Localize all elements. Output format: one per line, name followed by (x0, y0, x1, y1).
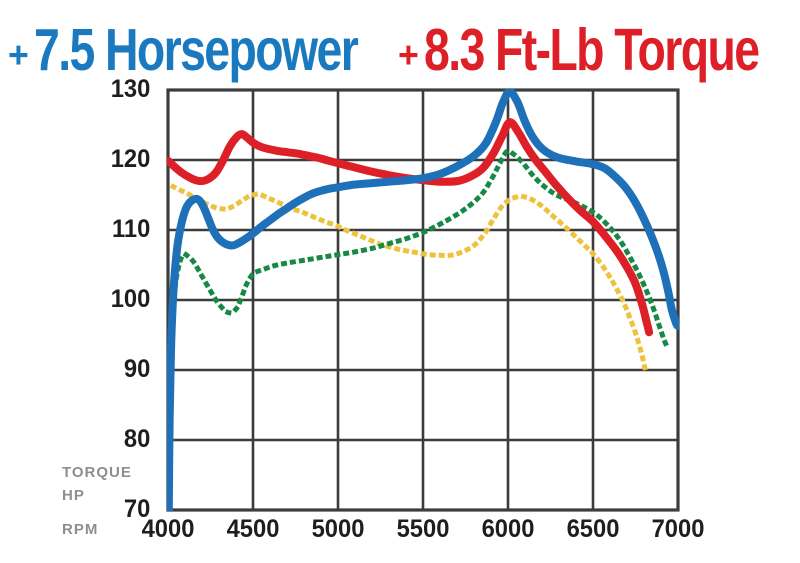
torque-unit-label: TORQUE (62, 464, 132, 481)
torque-plus-sign: + (398, 34, 419, 77)
y-tick-label: 80 (123, 425, 151, 453)
y-tick-label: 120 (110, 145, 151, 173)
y-tick-label: 110 (112, 215, 151, 243)
x-tick-label: 7000 (651, 515, 705, 543)
horsepower-plus-sign: + (8, 34, 29, 77)
y-tick-label: 130 (110, 75, 151, 103)
torque-gain-text: 8.3 Ft-Lb Torque (423, 16, 760, 84)
series-blue-solid-modified-horsepower (167, 89, 679, 511)
series-red-solid-modified-torque (167, 118, 654, 337)
x-tick-label: 6500 (566, 515, 620, 543)
series-yellow-dotted-stock-torque (169, 183, 648, 371)
y-tick-label: 100 (110, 285, 151, 313)
x-tick-label: 5500 (396, 515, 450, 543)
x-tick-label: 5000 (311, 515, 365, 543)
y-tick-label: 90 (123, 355, 151, 383)
hp-unit-label: HP (62, 487, 85, 504)
headline-torque-gain: + 8.3 Ft-Lb Torque (398, 8, 800, 80)
headline-horsepower-gain: + 7.5 Horsepower (8, 8, 438, 80)
grid-lines (166, 88, 680, 512)
y-tick-label: 70 (123, 495, 151, 523)
x-tick-label: 4000 (141, 515, 195, 543)
rpm-unit-label: RPM (62, 521, 99, 538)
horsepower-gain-text: 7.5 Horsepower (33, 16, 359, 84)
plot-border (166, 88, 680, 512)
x-tick-label: 4500 (226, 515, 280, 543)
headline: + 7.5 Horsepower + 8.3 Ft-Lb Torque (0, 8, 800, 80)
x-tick-label: 6000 (481, 515, 535, 543)
series-green-dotted-stock-horsepower (167, 148, 671, 415)
